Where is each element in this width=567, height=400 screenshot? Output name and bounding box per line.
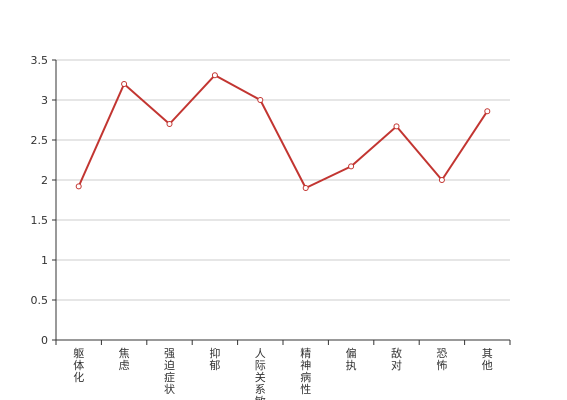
x-tick-label: 抑郁 <box>209 346 220 372</box>
data-point[interactable] <box>257 97 264 103</box>
data-point[interactable] <box>75 183 82 190</box>
data-point[interactable] <box>393 123 400 130</box>
y-tick-label: 0.5 <box>31 294 49 307</box>
y-tick-label: 2 <box>41 174 48 187</box>
data-point[interactable] <box>484 108 491 115</box>
data-points <box>75 72 491 191</box>
data-point[interactable] <box>438 177 445 183</box>
x-tick-label: 敌对 <box>391 346 402 372</box>
data-point[interactable] <box>211 72 218 79</box>
data-point[interactable] <box>348 163 355 170</box>
data-point[interactable] <box>166 121 173 127</box>
data-point[interactable] <box>121 81 128 87</box>
x-tick-label: 偏执 <box>346 346 357 372</box>
y-axis: 0 0.5 1 1.5 2 2.5 3 3.5 <box>31 54 57 347</box>
y-tick-label: 1.5 <box>31 214 49 227</box>
x-tick-label: 强迫症状 <box>164 347 175 396</box>
y-tick-label: 0 <box>41 334 48 347</box>
data-point[interactable] <box>302 185 309 191</box>
y-tick-label: 1 <box>41 254 48 267</box>
series-line-path <box>77 74 489 189</box>
y-tick-label: 2.5 <box>31 134 49 147</box>
y-tick-label: 3.5 <box>31 54 49 67</box>
x-axis: 躯体化 焦虑 强迫症状 抑郁 人际关系敏感 精神病性 偏执 敌对 恐怖 其他 <box>55 339 511 400</box>
x-tick-label: 其他 <box>482 347 493 372</box>
x-tick-label: 人际关系敏感 <box>255 347 266 400</box>
series-line <box>77 74 489 189</box>
y-tick-label: 3 <box>41 94 48 107</box>
x-tick-label: 恐怖 <box>436 347 447 372</box>
x-tick-label: 焦虑 <box>119 347 130 372</box>
grid-lines <box>56 59 510 301</box>
x-tick-label: 精神病性 <box>300 347 311 396</box>
x-tick-label: 躯体化 <box>73 347 84 384</box>
